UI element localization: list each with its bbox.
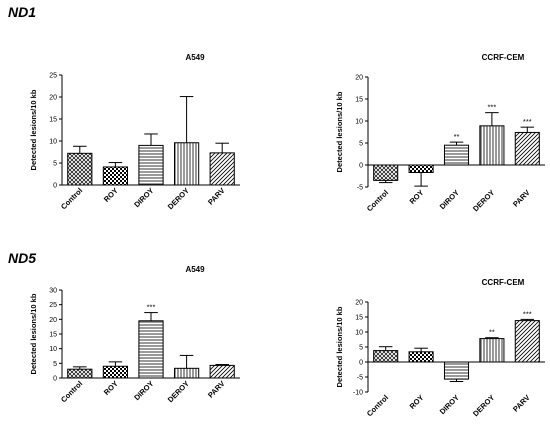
bar-deroy <box>479 125 505 166</box>
category-label: ROY <box>102 379 120 397</box>
y-tick-label: 20 <box>355 75 363 82</box>
bar-diroy <box>138 144 164 186</box>
y-tick-label: 25 <box>49 302 57 309</box>
bar-roy <box>408 351 434 363</box>
section-label-nd1: ND1 <box>8 4 37 20</box>
bar-control <box>373 350 399 363</box>
category-label: PARV <box>511 393 532 414</box>
category-label: Control <box>59 186 84 211</box>
y-tick-label: 0 <box>359 360 363 367</box>
category-label: PARV <box>511 188 532 209</box>
significance-label: ** <box>489 328 495 337</box>
chart-2: A549 0 5 10 15 20 25 30 Detected lesions/10 kb Co… <box>29 265 240 404</box>
bar-parv <box>514 320 540 363</box>
bar-deroy <box>173 367 200 379</box>
chart-title: CCRF-CEM <box>482 278 525 287</box>
y-axis-label: Detected lesions/10 kb <box>335 91 344 172</box>
category-label: DIROY <box>438 188 461 211</box>
significance-label: *** <box>488 103 497 112</box>
y-axis-label: Detected lesions/10 kb <box>29 293 38 374</box>
significance-label: *** <box>523 309 532 318</box>
y-tick-label: -10 <box>353 390 363 397</box>
significance-label: ** <box>454 132 460 141</box>
category-label: DIROY <box>132 186 155 209</box>
y-tick-label: -5 <box>357 185 363 192</box>
y-tick-label: 5 <box>359 141 363 148</box>
category-label: DIROY <box>132 379 155 402</box>
bar-parv <box>209 364 235 379</box>
bar-roy <box>102 166 129 186</box>
bar-control <box>373 164 399 181</box>
bar-control <box>67 152 93 186</box>
y-tick-label: 10 <box>49 139 57 146</box>
y-tick-label: 15 <box>355 97 363 104</box>
significance-label: *** <box>523 117 532 126</box>
category-label: DEROY <box>471 188 496 213</box>
bar-roy <box>408 164 434 173</box>
bar-diroy <box>443 361 470 380</box>
bar-parv <box>514 131 540 166</box>
chart-title: A549 <box>185 265 205 274</box>
y-tick-label: 0 <box>359 163 363 170</box>
category-label: PARV <box>206 186 227 207</box>
bar-parv <box>209 152 235 186</box>
y-axis-label: Detected lesions/10 kb <box>29 89 38 170</box>
y-tick-label: 5 <box>359 345 363 352</box>
y-tick-label: 0 <box>53 183 57 190</box>
category-label: DEROY <box>166 186 191 211</box>
section-label-nd5: ND5 <box>8 250 37 266</box>
y-tick-label: 20 <box>355 300 363 307</box>
y-axis-label: Detected lesions/10 kb <box>335 306 344 387</box>
chart-1: CCRF-CEM -5 0 5 10 15 20 Detected lesions/10 kb… <box>335 53 545 213</box>
category-label: Control <box>59 379 84 404</box>
category-label: ROY <box>408 188 426 206</box>
y-tick-label: 15 <box>355 315 363 322</box>
bar-deroy <box>479 338 505 363</box>
chart-0: A549 0 5 10 15 20 25 Detected lesions/10 kb Cont… <box>29 53 240 211</box>
y-tick-label: 20 <box>49 95 57 102</box>
y-tick-label: 15 <box>49 332 57 339</box>
y-tick-label: 25 <box>49 73 57 80</box>
y-tick-label: 5 <box>53 361 57 368</box>
chart-3: CCRF-CEM -10 -5 0 5 10 15 20 Detected lesions/10… <box>335 278 545 418</box>
y-tick-label: 15 <box>49 117 57 124</box>
category-label: Control <box>365 188 390 213</box>
y-tick-label: 10 <box>355 119 363 126</box>
chart-title: CCRF-CEM <box>482 53 525 62</box>
y-tick-label: -5 <box>357 375 363 382</box>
y-tick-label: 10 <box>49 346 57 353</box>
bar-diroy <box>138 320 164 379</box>
category-label: PARV <box>206 379 227 400</box>
y-tick-label: 0 <box>53 376 57 383</box>
bar-deroy <box>173 142 200 186</box>
category-label: DEROY <box>471 393 496 418</box>
category-label: Control <box>365 393 390 418</box>
y-tick-label: 20 <box>49 317 57 324</box>
bar-control <box>67 368 93 379</box>
significance-label: *** <box>147 303 156 312</box>
y-tick-label: 30 <box>49 288 57 295</box>
y-tick-label: 10 <box>355 330 363 337</box>
category-label: DEROY <box>166 379 191 404</box>
bar-roy <box>102 365 129 379</box>
bar-diroy <box>443 144 470 166</box>
category-label: DIROY <box>438 393 461 416</box>
chart-title: A549 <box>185 53 205 62</box>
category-label: ROY <box>102 186 120 204</box>
y-tick-label: 5 <box>53 161 57 168</box>
category-label: ROY <box>408 393 426 411</box>
